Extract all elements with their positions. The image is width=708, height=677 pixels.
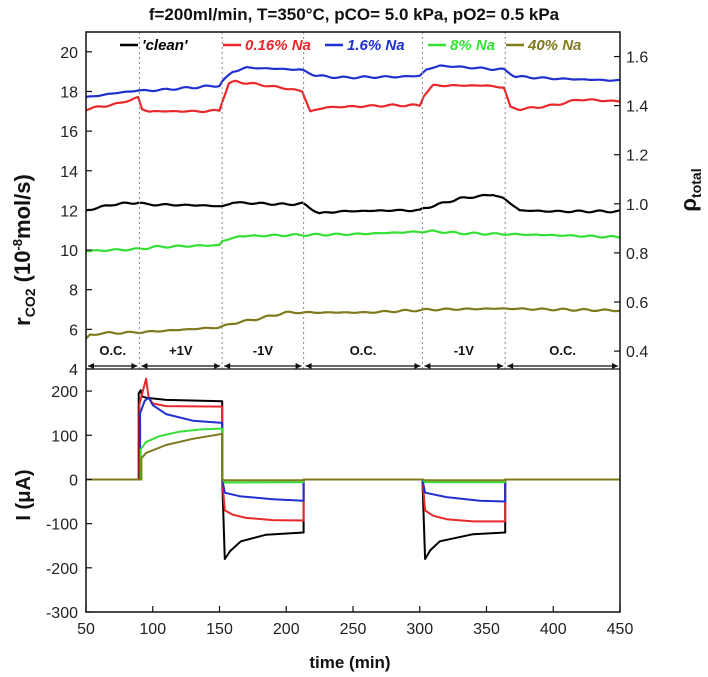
legend-label-na16: 1.6% Na [347,37,405,54]
right-y-tick-label: 1.4 [626,99,648,116]
bottom-series-clean [86,389,620,560]
bottom-y-tick-label: 0 [69,472,78,489]
legend-label-na016: 0.16% Na [245,37,311,54]
bottom-series-na40 [86,432,620,482]
x-tick-label: 50 [77,621,95,638]
bottom-panel-series [86,377,620,560]
bottom-y-tick-label: 100 [51,428,78,445]
right-y-label: ρtotal [676,168,704,211]
right-y-tick-label: 0.4 [626,344,648,361]
top-y-label: rCO2 (10-8mol/s) [10,174,38,326]
segment-arrow-right [214,363,221,369]
top-y-tick-label: 8 [69,283,78,300]
right-y-tick-label: 1.2 [626,148,648,165]
bottom-y-tick-label: -200 [46,561,78,578]
right-y-tick-label: 1.0 [626,197,648,214]
x-tick-label: 400 [540,621,567,638]
bottom-y-tick-label: -300 [46,605,78,622]
segment-arrow-right [612,363,618,369]
bottom-y-tick-label: -100 [46,517,78,534]
x-tick-label: 450 [607,621,634,638]
segment-arrow-right [414,363,421,369]
top-panel-series [85,64,621,340]
x-tick-label: 150 [206,621,233,638]
legend-label-na40: 40% Na [527,37,581,54]
x-axis-label: time (min) [309,653,390,672]
top-y-tick-label: 18 [60,84,78,101]
plot-frame [85,31,621,613]
segment-arrow-right [131,363,138,369]
segment-arrow-left [224,363,231,369]
right-y-tick-label: 1.6 [626,50,648,67]
top-y-tick-label: 4 [69,362,78,379]
top-y-tick-label: 16 [60,124,78,141]
segment-label: O.C. [549,343,576,358]
legend: 'clean' 0.16% Na 1.6% Na 8% Na 40% Na [120,37,581,54]
segment-arrow-right [497,363,504,369]
bottom-series-na016 [86,377,620,523]
segment-arrow-left [141,363,148,369]
bottom-series-na16 [86,396,620,503]
top-series-na40 [85,307,621,340]
top-y-tick-label: 14 [60,164,78,181]
segment-dividers [138,32,506,369]
x-tick-label: 250 [340,621,367,638]
top-y-tick-label: 12 [60,203,78,220]
right-y-tick-label: 0.8 [626,246,648,263]
x-tick-label: 350 [473,621,500,638]
top-series-clean [86,193,621,215]
chart-title: f=200ml/min, T=350°C, pCO= 5.0 kPa, pO2=… [149,5,560,24]
bottom-y-tick-label: 200 [51,384,78,401]
segment-label: O.C. [350,343,377,358]
segment-label: O.C. [99,343,126,358]
top-series-na8 [85,229,621,253]
legend-label-clean: 'clean' [142,37,188,54]
segment-labels: O.C. +1V -1V O.C. -1V O.C. [88,343,618,369]
x-tick-label: 300 [406,621,433,638]
legend-label-na8: 8% Na [450,37,495,54]
segment-arrow-left [88,363,94,369]
segment-label: -1V [253,343,274,358]
x-tick-label: 100 [139,621,166,638]
plot-border [85,31,621,613]
top-y-tick-label: 10 [60,243,78,260]
segment-arrow-left [424,363,431,369]
bottom-y-label: I (μA) [13,469,35,520]
bottom-series-na8 [86,427,620,484]
top-series-na016 [85,79,621,114]
top-series-na16 [85,64,620,99]
x-tick-label: 200 [273,621,300,638]
segment-arrow-left [507,363,514,369]
segment-arrow-right [295,363,302,369]
segment-label: -1V [454,343,475,358]
segment-arrow-left [305,363,312,369]
segment-label: +1V [169,343,193,358]
top-y-tick-label: 6 [69,322,78,339]
axis-ticks: 50 100 150 200 250 300 350 400 45046810121416182… [46,45,648,638]
right-y-tick-label: 0.6 [626,295,648,312]
top-y-tick-label: 20 [60,45,78,62]
